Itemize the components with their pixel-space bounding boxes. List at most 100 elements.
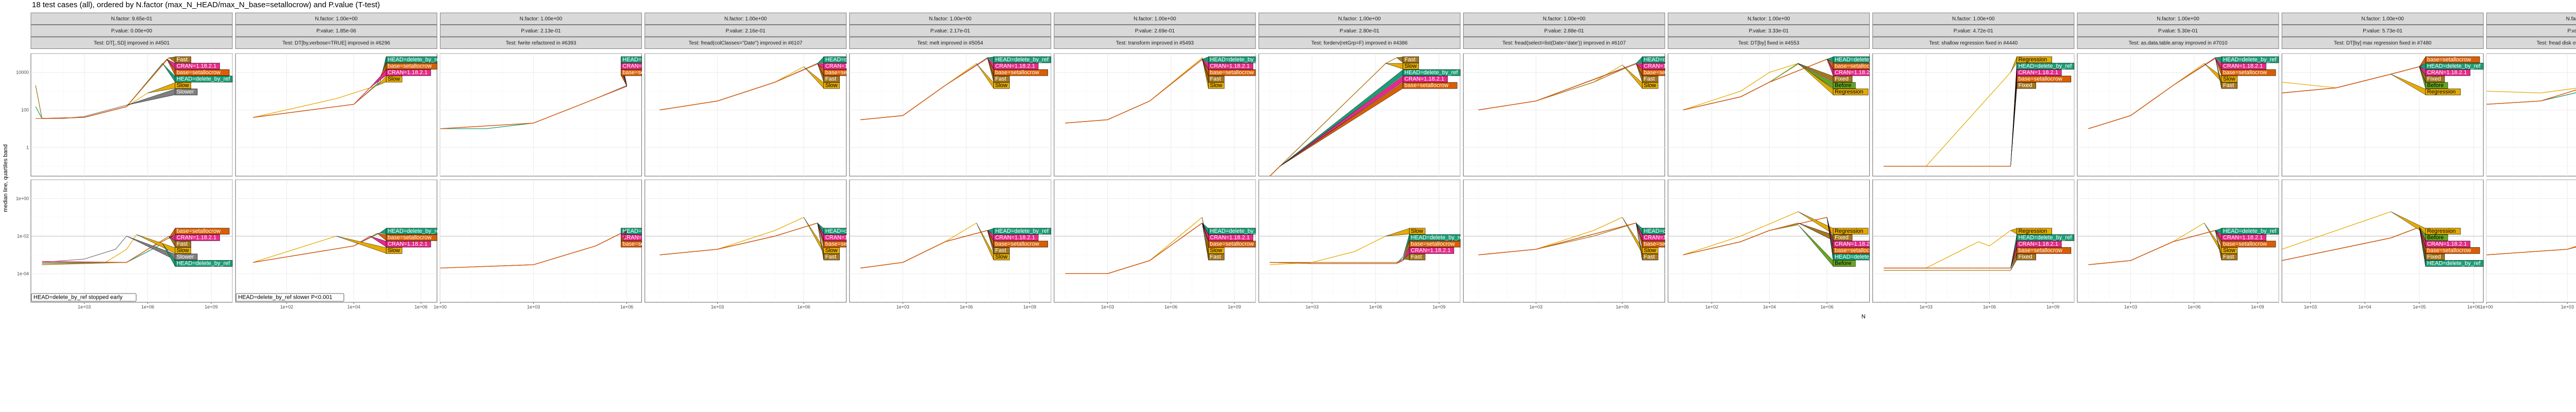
label-box: [175, 69, 230, 76]
direct-labels: RegressionBeforeCRAN=1.18.2.1base=setall…: [2391, 211, 2484, 267]
panel-bottom-seconds: HEAD=delete_by_refCRAN=1.18.2.1base=seta…: [2077, 179, 2279, 303]
x-tick-label: 1e+04: [2359, 304, 2371, 310]
direct-label: Slow: [1210, 82, 1222, 89]
label-box: [1208, 76, 1225, 82]
direct-label: Slow: [1644, 82, 1656, 89]
panel-top-kilobytes: HEAD=delete_by_refbase=setallocrowCRAN=1…: [1668, 53, 1889, 177]
strip-n-factor: N.factor: 1.00e+00: [520, 16, 563, 22]
label-box: [2016, 69, 2062, 76]
series-line-slower: [42, 105, 127, 119]
series-group: [1683, 59, 1827, 111]
label-box: [2425, 228, 2461, 235]
series-line-base-setallocrow: [1065, 59, 1202, 124]
strip-n-factor: N.factor: 1.00e+00: [929, 16, 972, 22]
panel-background: [1463, 179, 1665, 303]
direct-label: HEAD=delete_by_ref: [1411, 234, 1465, 241]
series-line-base-setallocrow: [1683, 217, 1827, 255]
direct-label: base=setallocrow: [2019, 76, 2062, 82]
panel-background: [439, 53, 642, 177]
direct-label: HEAD=delete_by_ref: [2223, 57, 2277, 63]
label-box: [386, 234, 437, 241]
panel-7: N.factor: 1.00e+00 P.value: 2.80e-01 Test:…: [1258, 12, 1465, 310]
panel-top-kilobytes: HEAD=delete_by_refCRAN=1.18.2.1base=seta…: [2077, 53, 2279, 177]
series-group: [1884, 72, 2011, 167]
facet-strip: [1668, 25, 1870, 37]
direct-label: HEAD=delete_by_ref: [1210, 57, 1264, 63]
panel-10: N.factor: 1.00e+00 P.value: 4.72e-01 Test:…: [1872, 12, 2075, 310]
series-group: [2088, 222, 2215, 265]
label-box: [2425, 69, 2470, 76]
facet-strip: [1258, 12, 1461, 25]
label-box: [993, 63, 1039, 70]
series-line-base-setallocrow: [2486, 246, 2576, 255]
label-box: [1208, 241, 1256, 248]
series-line-base-setallocrow: [860, 58, 988, 121]
direct-label: Fast: [1404, 57, 1415, 63]
series-group: [860, 57, 988, 121]
direct-label: HEAD=delete_by_ref: [387, 57, 442, 63]
direct-label: base=setallocrow: [2427, 57, 2471, 63]
series-group: [1269, 235, 1403, 265]
strip-n-factor: N.factor: 1.00e+00: [1133, 16, 1176, 22]
x-tick-label: 1e+09: [1433, 304, 1446, 310]
strip-p-value: P.value: 2.16e-01: [726, 28, 766, 34]
facet-strip: [2281, 37, 2484, 49]
direct-labels: HEAD=delete_by_refCRAN=1.18.2.1base=seta…: [2204, 222, 2279, 261]
direct-label: HEAD=delete_by_ref: [2427, 260, 2481, 266]
direct-label: CRAN=1.18.2.1: [177, 234, 216, 241]
label-box: [1208, 253, 1225, 261]
direct-label: Slower: [177, 89, 194, 95]
series-group: [2486, 246, 2576, 255]
panel-bottom-seconds: base=setallocrowCRAN=1.18.2.1FastSlowSlo…: [16, 179, 233, 303]
x-tick-label: 1e+06: [1820, 304, 1833, 310]
x-tick-label: 1e+03: [711, 304, 724, 310]
panel-3: N.factor: 1.00e+00 P.value: 2.13e-01 Test:…: [434, 12, 676, 310]
direct-label: base=setallocrow: [2223, 241, 2267, 247]
direct-label: HEAD=delete_by_ref: [387, 228, 442, 234]
series-line-base-setallocrow: [2088, 230, 2215, 265]
facet-strip: [1054, 12, 1256, 25]
label-box: [175, 89, 198, 95]
x-tick-label: 1e+06: [1164, 304, 1177, 310]
series-group: [860, 222, 988, 269]
label-box: [2016, 228, 2052, 235]
annotation-text: HEAD=delete_by_ref slower P<0.001: [238, 295, 332, 301]
label-box: [1402, 63, 1419, 70]
direct-label: CRAN=1.18.2.1: [387, 241, 427, 247]
label-box: [386, 76, 402, 82]
direct-labels: HEAD=delete_by_refbase=setallocrowCRAN=1…: [336, 228, 442, 254]
series-line-base-setallocrow: [2088, 58, 2216, 129]
x-tick-label: 1e+02: [280, 304, 293, 310]
direct-label: Slow: [2223, 247, 2235, 253]
label-box: [2221, 76, 2238, 82]
x-tick-label: 1e+06: [620, 304, 633, 310]
label-box: [2425, 260, 2484, 267]
label-box: [2425, 247, 2480, 254]
label-box: [175, 228, 230, 235]
direct-label: base=setallocrow: [177, 70, 221, 76]
direct-label: Fixed: [2427, 76, 2441, 82]
direct-label: Regression: [1835, 228, 1863, 234]
direct-label: Fast: [1644, 254, 1655, 260]
direct-label: Slow: [1210, 247, 1222, 253]
x-tick-label: 1e+00: [434, 304, 447, 310]
strip-p-value: P.value: 5.73e-01: [2363, 28, 2403, 34]
label-box: [2425, 89, 2461, 95]
facet-strip: [2281, 12, 2484, 25]
direct-label: CRAN=1.18.2.1: [995, 234, 1035, 241]
strip-p-value: P.value: 1.85e-06: [316, 28, 357, 34]
series-line-regression: [1683, 63, 1799, 111]
strip-n-factor: N.factor: 1.00e+00: [2157, 16, 2199, 22]
x-tick-label: 1e+06: [141, 304, 154, 310]
direct-label: Fixed: [1835, 234, 1849, 241]
label-box: [1409, 253, 1426, 261]
direct-label: Slow: [825, 82, 838, 89]
strip-test-name: Test: fread(colClasses="Date") improved …: [689, 40, 803, 46]
label-box: [1833, 63, 1870, 70]
direct-label: Before: [1835, 82, 1851, 89]
direct-label: CRAN=1.18.2.1: [387, 70, 427, 76]
panel-bottom-seconds: RegressionBeforeCRAN=1.18.2.1base=setall…: [2281, 179, 2484, 303]
series-line-base-setallocrow: [1269, 259, 1403, 264]
y-axis-title: median line, quartiles band: [3, 144, 9, 212]
